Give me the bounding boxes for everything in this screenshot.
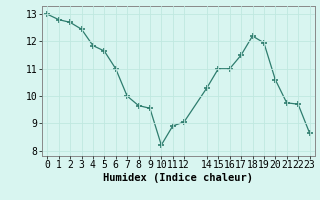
X-axis label: Humidex (Indice chaleur): Humidex (Indice chaleur) (103, 173, 253, 183)
